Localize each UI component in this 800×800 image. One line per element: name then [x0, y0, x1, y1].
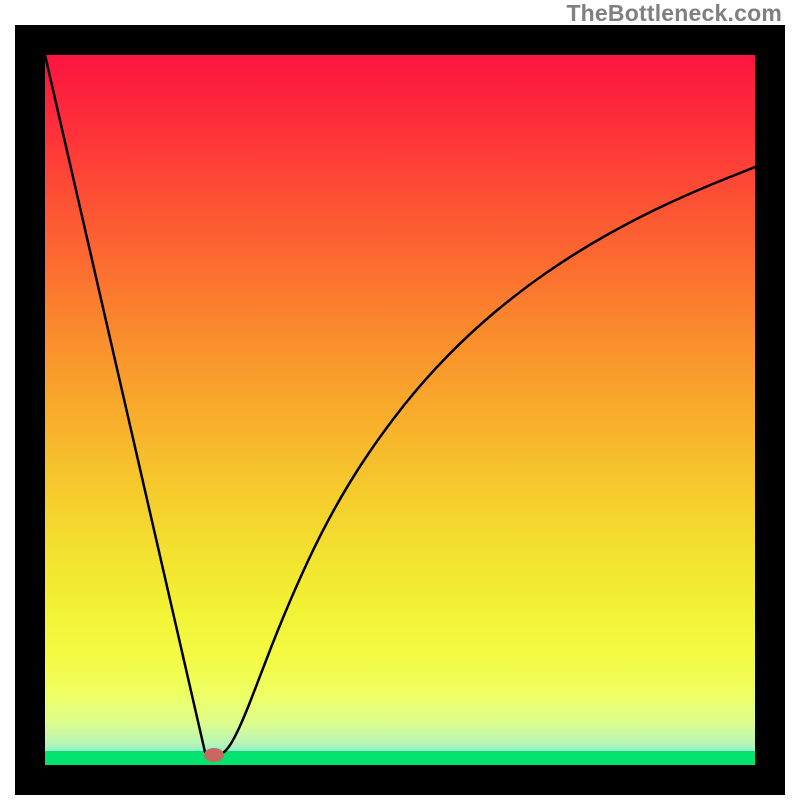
bottleneck-curve-chart — [0, 0, 800, 800]
minimum-marker — [204, 748, 224, 762]
chart-container: { "watermark": { "text": "TheBottleneck.… — [0, 0, 800, 800]
frame-border-bottom — [15, 765, 785, 795]
frame-border-right — [755, 25, 785, 795]
frame-border-top — [15, 25, 785, 55]
watermark-text: TheBottleneck.com — [566, 0, 782, 27]
baseline-band — [45, 751, 755, 765]
frame-border-left — [15, 25, 45, 795]
